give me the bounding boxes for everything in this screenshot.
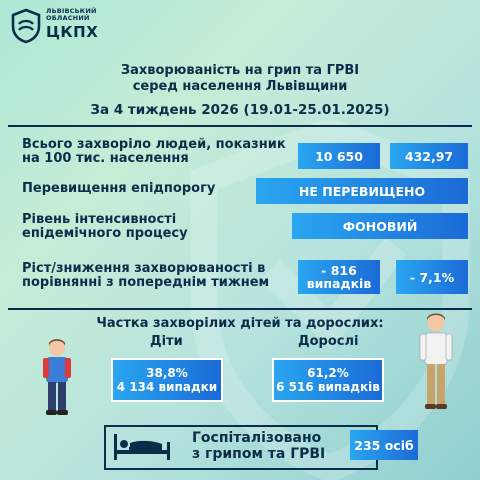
shield-logo-icon	[11, 8, 41, 44]
threshold-status: НЕ ПЕРЕВИЩЕНО	[256, 178, 468, 204]
total-label: Всього захворіло людей, показник на 100 …	[22, 138, 286, 166]
hospitalized-line2: з грипом та ГРВІ	[192, 446, 326, 462]
change-cases-line1: - 816	[321, 263, 357, 278]
hospital-bed-icon	[114, 434, 170, 460]
title-line1: Захворюваність на грип та ГРВІ	[120, 63, 360, 78]
intensity-status: ФОНОВИЙ	[292, 213, 468, 239]
adults-cases: 6 516 випадків	[276, 380, 380, 394]
report-period: За 4 тиждень 2026 (19.01-25.01.2025)	[90, 102, 390, 118]
change-label-line2: порівнянні з попереднім тижнем	[22, 275, 270, 290]
logo-abbreviation: ЦКПХ	[46, 23, 99, 41]
change-cases-line2: випадків	[306, 276, 372, 291]
title-line2: серед населення Львівщини	[132, 79, 348, 94]
divider-middle	[8, 308, 472, 310]
logo-line1: ЛЬВІВСЬКИЙ	[46, 7, 97, 15]
total-label-line2: на 100 тис. населення	[22, 151, 189, 166]
intensity-label-line2: епідемічного процесу	[22, 226, 188, 241]
adult-illustration	[419, 313, 453, 409]
intensity-label: Рівень інтенсивності епідемічного процес…	[22, 213, 188, 241]
threshold-label: Перевищення епідпорогу	[22, 181, 216, 196]
children-cases: 4 134 випадки	[116, 380, 218, 394]
hospitalized-line1: Госпіталізовано	[192, 430, 322, 446]
share-title: Частка захворілих дітей та дорослих:	[96, 316, 384, 331]
rate-per-100k-value: 432,97	[390, 143, 468, 169]
change-percent-value: - 7,1%	[396, 260, 468, 294]
hospitalized-label: Госпіталізовано з грипом та ГРВІ	[192, 430, 325, 462]
adults-share-box: 61,2% 6 516 випадків	[272, 358, 384, 402]
children-label: Діти	[150, 334, 183, 349]
adults-percent: 61,2%	[307, 366, 349, 380]
total-cases-value: 10 650	[298, 143, 380, 169]
logo-line2: ОБЛАСНИЙ	[46, 14, 90, 22]
total-label-line1: Всього захворіло людей, показник	[22, 137, 286, 152]
adults-label: Дорослі	[298, 334, 359, 349]
children-share-box: 38,8% 4 134 випадки	[111, 358, 223, 402]
change-label-line1: Ріст/зниження захворюваності в	[22, 261, 266, 276]
divider-top	[8, 125, 472, 127]
change-label: Ріст/зниження захворюваності в порівнянн…	[22, 262, 269, 290]
change-cases-value: - 816 випадків	[298, 260, 380, 294]
logo-text: ЛЬВІВСЬКИЙ ОБЛАСНИЙ ЦКПХ	[46, 7, 99, 41]
organization-logo: ЛЬВІВСЬКИЙ ОБЛАСНИЙ ЦКПХ	[10, 8, 98, 44]
intensity-label-line1: Рівень інтенсивності	[22, 212, 177, 227]
child-illustration	[43, 339, 71, 415]
children-percent: 38,8%	[146, 366, 188, 380]
hospitalized-value: 235 осіб	[350, 430, 418, 460]
